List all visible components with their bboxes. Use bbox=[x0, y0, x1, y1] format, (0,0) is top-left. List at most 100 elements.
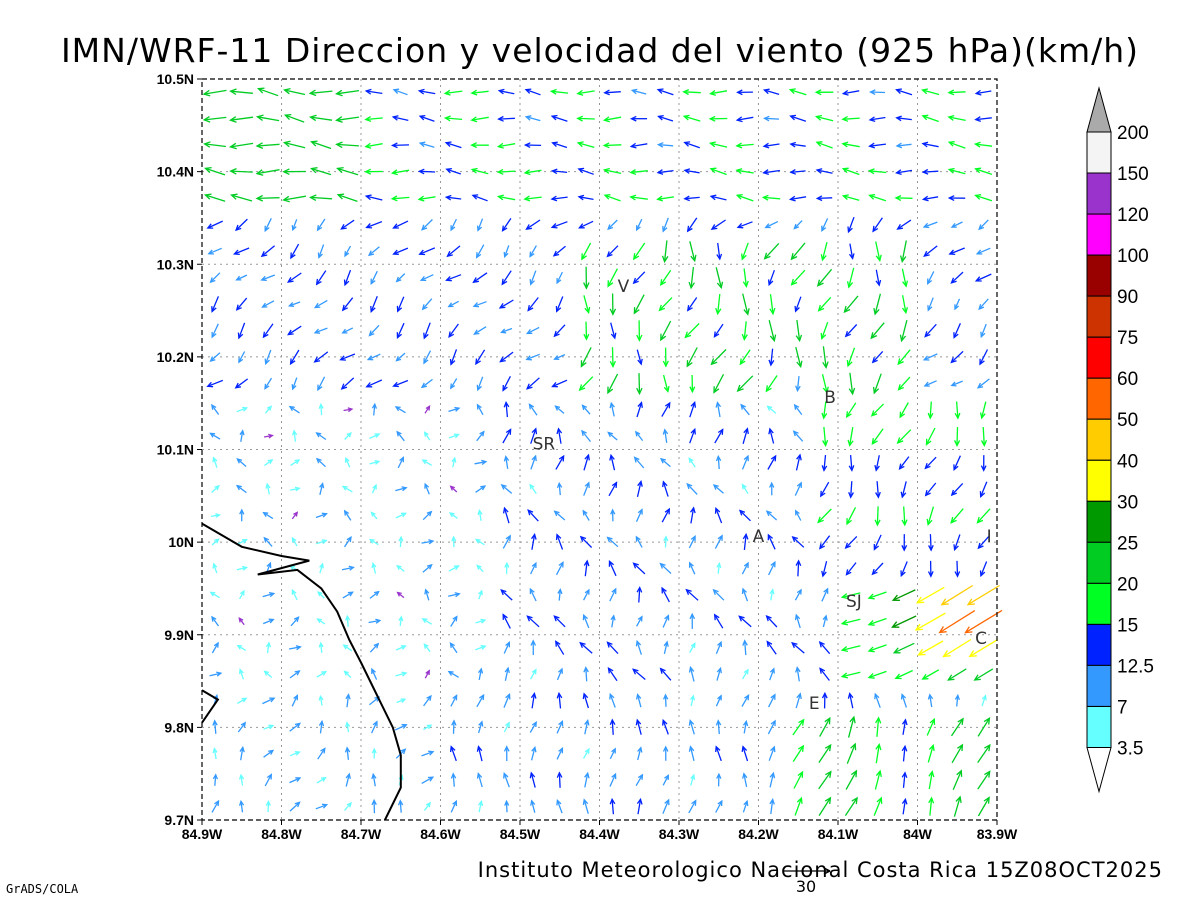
wind-vector-shaft bbox=[419, 247, 436, 255]
wind-vector-head bbox=[238, 616, 244, 623]
wind-vector bbox=[762, 142, 780, 149]
city-marker-label: SR bbox=[533, 435, 556, 455]
wind-vector-head bbox=[282, 168, 290, 175]
wind-vector bbox=[663, 535, 669, 548]
wind-vector bbox=[872, 373, 882, 395]
wind-vector bbox=[255, 114, 280, 122]
wind-vector-head bbox=[291, 384, 297, 391]
wind-vector-shaft bbox=[686, 483, 698, 495]
wind-vector-shaft bbox=[235, 218, 248, 231]
wind-vector-shaft bbox=[661, 587, 670, 603]
wind-vector-head bbox=[867, 620, 875, 626]
wind-vector bbox=[576, 141, 595, 149]
wind-vector-shaft bbox=[927, 297, 934, 311]
wind-vector bbox=[341, 485, 353, 493]
wind-vector bbox=[762, 88, 780, 96]
wind-vector-head bbox=[656, 195, 663, 202]
wind-vector-head bbox=[766, 405, 773, 411]
wind-vector-head bbox=[550, 114, 558, 121]
wind-vector-shaft bbox=[821, 218, 829, 231]
wind-vector-head bbox=[501, 278, 508, 286]
wind-vector-shaft bbox=[975, 194, 993, 202]
wind-vector-shaft bbox=[770, 348, 774, 366]
wind-vector bbox=[915, 586, 945, 604]
wind-vector bbox=[686, 482, 698, 495]
wind-vector bbox=[656, 88, 674, 96]
wind-vector-head bbox=[557, 667, 563, 674]
wind-vector-head bbox=[396, 305, 403, 313]
x-tick-label: 84.9W bbox=[182, 826, 223, 842]
wind-vector bbox=[556, 747, 564, 760]
wind-vector-shaft bbox=[237, 697, 247, 704]
wind-vector bbox=[609, 401, 615, 417]
wind-vector bbox=[870, 403, 885, 417]
wind-vector-shaft bbox=[577, 117, 595, 120]
wind-vector-shaft bbox=[238, 322, 246, 339]
wind-vector-shaft bbox=[445, 142, 462, 149]
wind-vector-shaft bbox=[555, 641, 565, 655]
wind-vector-shaft bbox=[551, 196, 568, 200]
wind-vector bbox=[289, 777, 302, 784]
wind-vector-head bbox=[584, 453, 590, 461]
wind-vector bbox=[260, 274, 276, 282]
wind-vector-shaft bbox=[664, 429, 668, 443]
wind-vector-shaft bbox=[953, 534, 961, 550]
wind-vector-head bbox=[609, 453, 615, 461]
wind-vector bbox=[974, 273, 992, 282]
wind-vector-head bbox=[743, 454, 749, 462]
wind-vector bbox=[901, 506, 908, 527]
wind-vector bbox=[502, 613, 511, 629]
wind-vector bbox=[867, 168, 887, 175]
wind-vector bbox=[318, 402, 324, 416]
wind-vector-head bbox=[659, 667, 666, 674]
wind-vector bbox=[446, 245, 461, 258]
wind-vector-head bbox=[318, 402, 324, 409]
wind-vector-head bbox=[742, 719, 749, 727]
wind-vector-shaft bbox=[849, 455, 853, 471]
wind-vector bbox=[709, 89, 728, 96]
wind-vector-head bbox=[818, 543, 825, 550]
wind-vector-head bbox=[660, 333, 667, 342]
wind-vector-head bbox=[211, 615, 217, 622]
wind-vector bbox=[211, 641, 219, 654]
wind-vector-shaft bbox=[419, 170, 436, 173]
wind-vector-head bbox=[712, 588, 719, 596]
wind-vector-shaft bbox=[310, 196, 333, 200]
wind-vector-head bbox=[664, 401, 671, 409]
wind-vector bbox=[500, 484, 513, 494]
wind-vector-head bbox=[313, 356, 321, 363]
colorbar-segment bbox=[1086, 254, 1112, 297]
wind-vector-shaft bbox=[902, 719, 907, 735]
wind-vector bbox=[423, 694, 432, 707]
wind-vector-shaft bbox=[577, 90, 595, 95]
wind-vector-head bbox=[606, 536, 613, 543]
wind-vector-head bbox=[584, 306, 591, 315]
wind-vector bbox=[291, 511, 299, 520]
wind-vector-shaft bbox=[579, 376, 594, 391]
wind-vector bbox=[927, 560, 934, 578]
wind-vector-head bbox=[472, 302, 480, 308]
wind-vector-head bbox=[788, 88, 796, 94]
wind-vector-head bbox=[556, 691, 563, 699]
wind-vector-shaft bbox=[638, 373, 641, 394]
wind-vector bbox=[529, 587, 537, 602]
wind-vector-head bbox=[966, 598, 975, 606]
wind-vector-shaft bbox=[770, 589, 774, 601]
wind-vector-shaft bbox=[765, 375, 778, 392]
wind-vector-head bbox=[742, 532, 749, 540]
wind-vector-head bbox=[214, 538, 220, 544]
wind-vector-shaft bbox=[211, 404, 220, 415]
wind-vector-shaft bbox=[611, 615, 615, 628]
wind-vector-shaft bbox=[871, 403, 885, 417]
wind-vector-shaft bbox=[367, 353, 381, 361]
wind-vector bbox=[686, 217, 698, 233]
wind-vector bbox=[947, 114, 966, 122]
city-marker-label: C bbox=[975, 629, 987, 649]
wind-vector bbox=[315, 270, 327, 286]
wind-vector-head bbox=[974, 276, 982, 282]
wind-vector-head bbox=[632, 668, 639, 675]
wind-vector-shaft bbox=[287, 325, 302, 336]
wind-vector-head bbox=[791, 536, 798, 543]
wind-vector-head bbox=[796, 481, 802, 488]
colorbar-segment bbox=[1086, 131, 1112, 174]
